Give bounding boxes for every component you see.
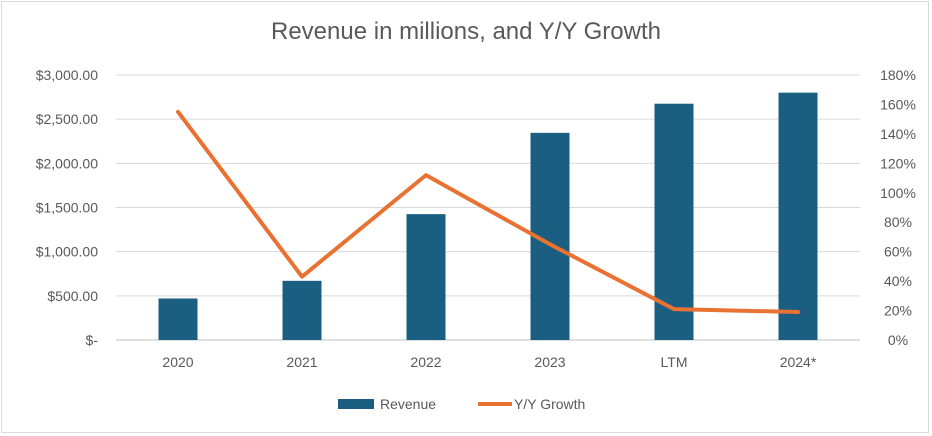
revenue-bar [654, 103, 694, 340]
left-axis-labels: $- $500.00 $1,000.00 $1,500.00 $2,000.00 $2,5… [36, 67, 99, 348]
revenue-bar [406, 214, 446, 340]
legend-label-revenue: Revenue [380, 396, 436, 412]
chart-title: Revenue in millions, and Y/Y Growth [271, 18, 661, 45]
category-label: 2023 [534, 354, 565, 370]
category-label: 2020 [162, 354, 193, 370]
right-tick-label: 40% [884, 273, 912, 289]
right-tick-label: 0% [888, 332, 908, 348]
growth-line [176, 109, 800, 315]
right-tick-label: 120% [880, 155, 916, 171]
legend-label-growth: Y/Y Growth [514, 396, 585, 412]
growth-series-line [176, 109, 800, 315]
category-axis-labels: 2020 2021 2022 2023 LTM 2024* [162, 354, 816, 370]
right-axis-labels: 0% 20% 40% 60% 80% 100% 120% 140% 160% 180% [880, 67, 916, 348]
right-tick-label: 80% [884, 214, 912, 230]
left-tick-label: $1,000.00 [36, 244, 98, 260]
right-tick-label: 100% [880, 185, 916, 201]
revenue-bars [158, 92, 818, 341]
category-label: LTM [661, 354, 688, 370]
revenue-bar [778, 92, 818, 341]
right-tick-label: 160% [880, 96, 916, 112]
legend: Revenue Y/Y Growth [338, 396, 585, 412]
right-tick-label: 180% [880, 67, 916, 83]
left-tick-label: $500.00 [47, 288, 98, 304]
category-label: 2024* [780, 354, 817, 370]
right-tick-label: 140% [880, 126, 916, 142]
category-label: 2021 [286, 354, 317, 370]
revenue-bar [158, 298, 198, 340]
left-tick-label: $2,000.00 [36, 155, 98, 171]
right-tick-label: 20% [884, 303, 912, 319]
right-tick-label: 60% [884, 244, 912, 260]
left-tick-label: $- [86, 332, 99, 348]
left-tick-label: $3,000.00 [36, 67, 98, 83]
left-tick-label: $1,500.00 [36, 200, 98, 216]
legend-swatch-revenue [338, 399, 374, 409]
category-label: 2022 [410, 354, 441, 370]
gridlines [116, 74, 860, 341]
revenue-bar [282, 280, 322, 340]
left-tick-label: $2,500.00 [36, 111, 98, 127]
